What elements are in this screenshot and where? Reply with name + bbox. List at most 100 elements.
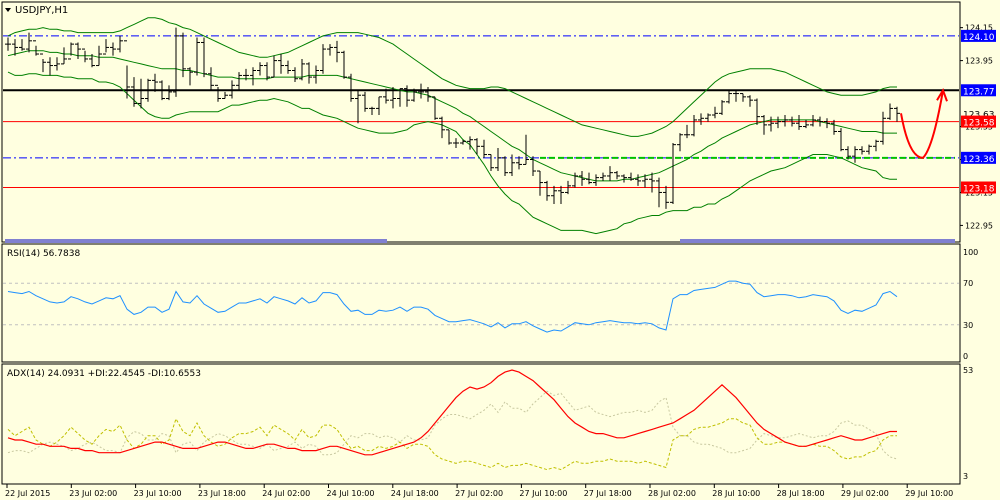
price-bar [348, 73, 354, 102]
price-bars [5, 27, 900, 209]
price-bar [271, 55, 277, 78]
bollinger-middle [7, 50, 897, 182]
price-bar [285, 60, 291, 74]
price-bar [187, 67, 193, 86]
price-bar [523, 134, 529, 165]
price-bar [40, 53, 46, 73]
price-bar [124, 40, 130, 99]
level-label: 123.63 [963, 110, 995, 120]
price-panel-frame [1, 1, 961, 243]
price-bar [383, 88, 389, 104]
price-bar [390, 86, 396, 109]
price-bar [369, 106, 375, 115]
level-label-bg [961, 151, 996, 164]
price-bar [740, 93, 746, 102]
rsi-line [7, 280, 898, 333]
price-bar [796, 114, 802, 130]
price-bar [761, 114, 767, 135]
price-bar [5, 37, 11, 51]
price-bar [621, 174, 627, 183]
level-label: 123.77 [963, 87, 995, 97]
price-bar [236, 72, 242, 91]
price-bar [663, 185, 669, 209]
price-bar [831, 119, 837, 135]
price-bar [432, 96, 438, 120]
adx-panel[interactable]: 53 3 ADX(14) 24.0931 +DI:22.4545 -DI:10.6… [1, 363, 973, 485]
price-bar [481, 139, 487, 158]
price-bar [789, 116, 795, 127]
price-bar [173, 27, 179, 97]
price-bar [628, 172, 634, 181]
price-bar [586, 172, 592, 185]
level-label: 123.58 [963, 119, 995, 129]
price-bar [782, 114, 788, 127]
price-bar [278, 54, 284, 74]
price-bar [838, 128, 844, 152]
price-bar [467, 136, 473, 150]
price-bar [544, 180, 550, 201]
time-tick-label: 28 Jul 02:00 [648, 489, 696, 498]
price-bar [292, 67, 298, 83]
time-tick-label: 27 Jul 02:00 [455, 489, 503, 498]
price-bar [453, 138, 459, 148]
price-bar [229, 80, 235, 99]
adx-tick-label: 53 [963, 366, 973, 375]
level-label-bg [961, 181, 996, 194]
price-bar [495, 147, 501, 172]
bollinger-lower [7, 71, 897, 235]
adx-tick-label: 3 [963, 472, 968, 481]
price-bar [635, 174, 641, 186]
level-label-bg [961, 84, 996, 97]
price-bar [313, 65, 319, 84]
price-bar [208, 67, 214, 91]
price-bar [299, 58, 305, 81]
price-bar [19, 39, 25, 51]
price-bar [250, 67, 256, 86]
price-bar [565, 180, 571, 195]
price-bar [614, 171, 620, 180]
price-bar [201, 37, 207, 78]
price-bar [733, 90, 739, 102]
level-label-bg [961, 29, 996, 42]
rsi-panel[interactable]: 100 70 30 0 RSI(14) 56.7838 [1, 243, 978, 363]
time-tick-label: 23 Jul 18:00 [198, 489, 246, 498]
price-bar [110, 42, 116, 56]
time-tick-label: 23 Jul 02:00 [69, 489, 117, 498]
adx-axis: 53 3 [963, 366, 973, 481]
price-bar [418, 83, 424, 99]
price-bar [593, 174, 599, 186]
price-bar [222, 91, 228, 100]
price-bar [768, 116, 774, 132]
rsi-tick-label: 70 [963, 279, 973, 288]
time-tick-label: 28 Jul 18:00 [777, 489, 825, 498]
price-bar [509, 154, 515, 176]
price-bar [257, 62, 263, 76]
time-tick-label: 27 Jul 10:00 [519, 489, 567, 498]
price-bar [145, 78, 151, 102]
time-tick-label: 24 Jul 02:00 [262, 489, 310, 498]
price-bar [726, 90, 732, 104]
price-bar [460, 139, 466, 145]
price-bar [558, 185, 564, 204]
price-bar [33, 40, 39, 56]
price-bar [96, 45, 102, 67]
price-bar [12, 39, 18, 56]
price-bar [82, 48, 88, 63]
price-bar [551, 185, 557, 204]
price-bar [54, 57, 60, 71]
price-bar [61, 47, 67, 65]
price-bar [572, 172, 578, 188]
price-bar [341, 50, 347, 79]
chart-dropdown-icon[interactable] [5, 8, 11, 12]
price-bar [747, 95, 753, 107]
price-bar [859, 146, 865, 155]
level-label: 123.18 [963, 185, 995, 195]
price-bar [817, 116, 823, 127]
price-bar [670, 143, 676, 204]
price-bar [649, 172, 655, 193]
price-bar [852, 146, 858, 163]
price-bar [607, 166, 613, 181]
